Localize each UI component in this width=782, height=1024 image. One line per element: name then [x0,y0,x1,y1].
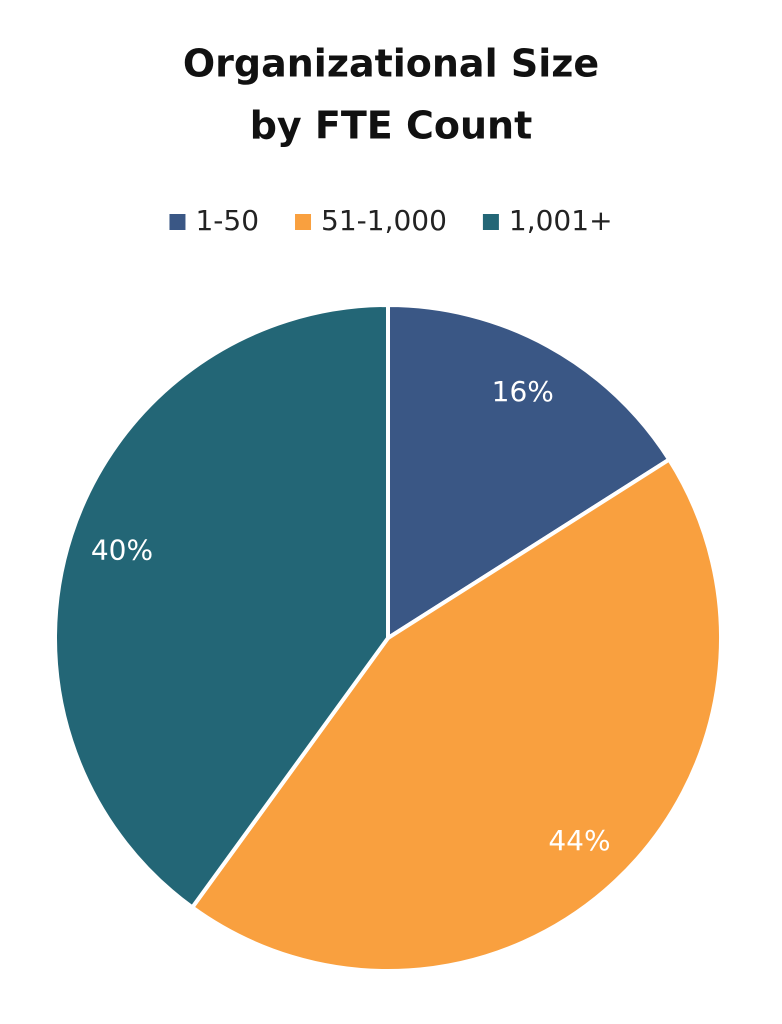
pie-slice [189,456,723,973]
value-label: 40% [91,534,153,567]
chart-title: by FTE Count [250,104,533,148]
pie-slice [53,302,390,911]
legend-swatch [482,214,499,230]
legend: 1-50 51-1,000 1,001+ [169,204,613,237]
value-label: 44% [548,824,610,857]
pie-slice [386,302,672,642]
legend-label: 51-1,000 [321,204,447,237]
legend-label: 1,001+ [509,204,613,237]
legend-label: 1-50 [195,204,259,237]
value-label: 16% [492,375,554,408]
legend-swatch [169,214,186,230]
chart-title: Organizational Size [183,42,599,86]
legend-swatch [295,214,312,230]
